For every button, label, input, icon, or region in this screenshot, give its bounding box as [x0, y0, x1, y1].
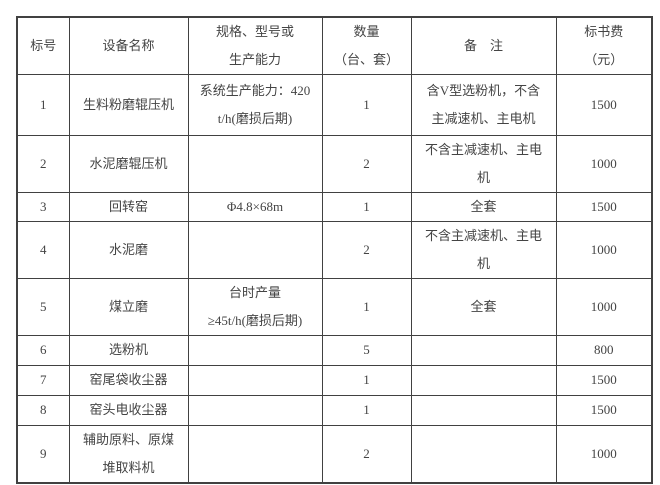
cell-note: 全套 — [410, 191, 557, 222]
cell-quantity: 1 — [321, 277, 412, 336]
cell-spec — [187, 424, 323, 484]
cell-quantity: 1 — [321, 364, 412, 396]
cell-equipment-name: 选粉机 — [68, 334, 189, 366]
table-row: 9 辅助原料、原煤 堆取料机 2 1000 — [16, 424, 653, 484]
cell-quantity: 2 — [321, 134, 412, 193]
header-label-no: 标号 — [16, 16, 70, 75]
cell-quantity: 5 — [321, 334, 412, 366]
header-spec: 规格、型号或 生产能力 — [187, 16, 323, 75]
cell-spec — [187, 220, 323, 279]
cell-bid-fee: 1000 — [555, 277, 653, 336]
cell-label-no: 8 — [16, 394, 70, 426]
cell-label-no: 4 — [16, 220, 70, 279]
cell-note — [410, 334, 557, 366]
cell-note: 不含主减速机、主电 机 — [410, 134, 557, 193]
cell-quantity: 1 — [321, 394, 412, 426]
cell-spec: 台时产量 ≥45t/h(磨损后期) — [187, 277, 323, 336]
table-row: 7 窑尾袋收尘器 1 1500 — [16, 364, 653, 396]
cell-bid-fee: 1000 — [555, 134, 653, 193]
cell-equipment-name: 辅助原料、原煤 堆取料机 — [68, 424, 189, 484]
cell-label-no: 3 — [16, 191, 70, 222]
header-bid-fee: 标书费 （元） — [555, 16, 653, 75]
cell-bid-fee: 1500 — [555, 73, 653, 136]
cell-bid-fee: 1500 — [555, 394, 653, 426]
table-header-row: 标号 设备名称 规格、型号或 生产能力 数量 （台、套） 备 注 标书费 （元） — [16, 16, 653, 75]
cell-quantity: 1 — [321, 73, 412, 136]
cell-note — [410, 364, 557, 396]
cell-bid-fee: 1500 — [555, 191, 653, 222]
equipment-bid-fee-table: 标号 设备名称 规格、型号或 生产能力 数量 （台、套） 备 注 标书费 （元）… — [16, 16, 653, 484]
table-row: 5 煤立磨 台时产量 ≥45t/h(磨损后期) 1 全套 1000 — [16, 277, 653, 336]
cell-spec — [187, 394, 323, 426]
cell-bid-fee: 1000 — [555, 424, 653, 484]
cell-note — [410, 424, 557, 484]
cell-bid-fee: 800 — [555, 334, 653, 366]
cell-note — [410, 394, 557, 426]
cell-equipment-name: 回转窑 — [68, 191, 189, 222]
cell-label-no: 1 — [16, 73, 70, 136]
cell-quantity: 1 — [321, 191, 412, 222]
cell-spec: 系统生产能力：420 t/h(磨损后期) — [187, 73, 323, 136]
cell-quantity: 2 — [321, 424, 412, 484]
cell-note: 含V型选粉机，不含 主减速机、主电机 — [410, 73, 557, 136]
header-equipment-name: 设备名称 — [68, 16, 189, 75]
cell-note: 不含主减速机、主电 机 — [410, 220, 557, 279]
table-row: 1 生料粉磨辊压机 系统生产能力：420 t/h(磨损后期) 1 含V型选粉机，… — [16, 73, 653, 136]
cell-spec — [187, 134, 323, 193]
table-row: 3 回转窑 Φ4.8×68m 1 全套 1500 — [16, 191, 653, 222]
header-quantity: 数量 （台、套） — [321, 16, 412, 75]
table-row: 4 水泥磨 2 不含主减速机、主电 机 1000 — [16, 220, 653, 279]
cell-label-no: 5 — [16, 277, 70, 336]
cell-equipment-name: 窑头电收尘器 — [68, 394, 189, 426]
cell-spec — [187, 334, 323, 366]
table-row: 2 水泥磨辊压机 2 不含主减速机、主电 机 1000 — [16, 134, 653, 193]
cell-spec: Φ4.8×68m — [187, 191, 323, 222]
cell-note: 全套 — [410, 277, 557, 336]
cell-label-no: 2 — [16, 134, 70, 193]
cell-equipment-name: 煤立磨 — [68, 277, 189, 336]
cell-bid-fee: 1000 — [555, 220, 653, 279]
cell-label-no: 7 — [16, 364, 70, 396]
cell-bid-fee: 1500 — [555, 364, 653, 396]
cell-equipment-name: 水泥磨 — [68, 220, 189, 279]
cell-label-no: 9 — [16, 424, 70, 484]
cell-spec — [187, 364, 323, 396]
cell-equipment-name: 水泥磨辊压机 — [68, 134, 189, 193]
header-note: 备 注 — [410, 16, 557, 75]
table-row: 6 选粉机 5 800 — [16, 334, 653, 366]
cell-label-no: 6 — [16, 334, 70, 366]
table-row: 8 窑头电收尘器 1 1500 — [16, 394, 653, 426]
cell-equipment-name: 生料粉磨辊压机 — [68, 73, 189, 136]
cell-quantity: 2 — [321, 220, 412, 279]
cell-equipment-name: 窑尾袋收尘器 — [68, 364, 189, 396]
